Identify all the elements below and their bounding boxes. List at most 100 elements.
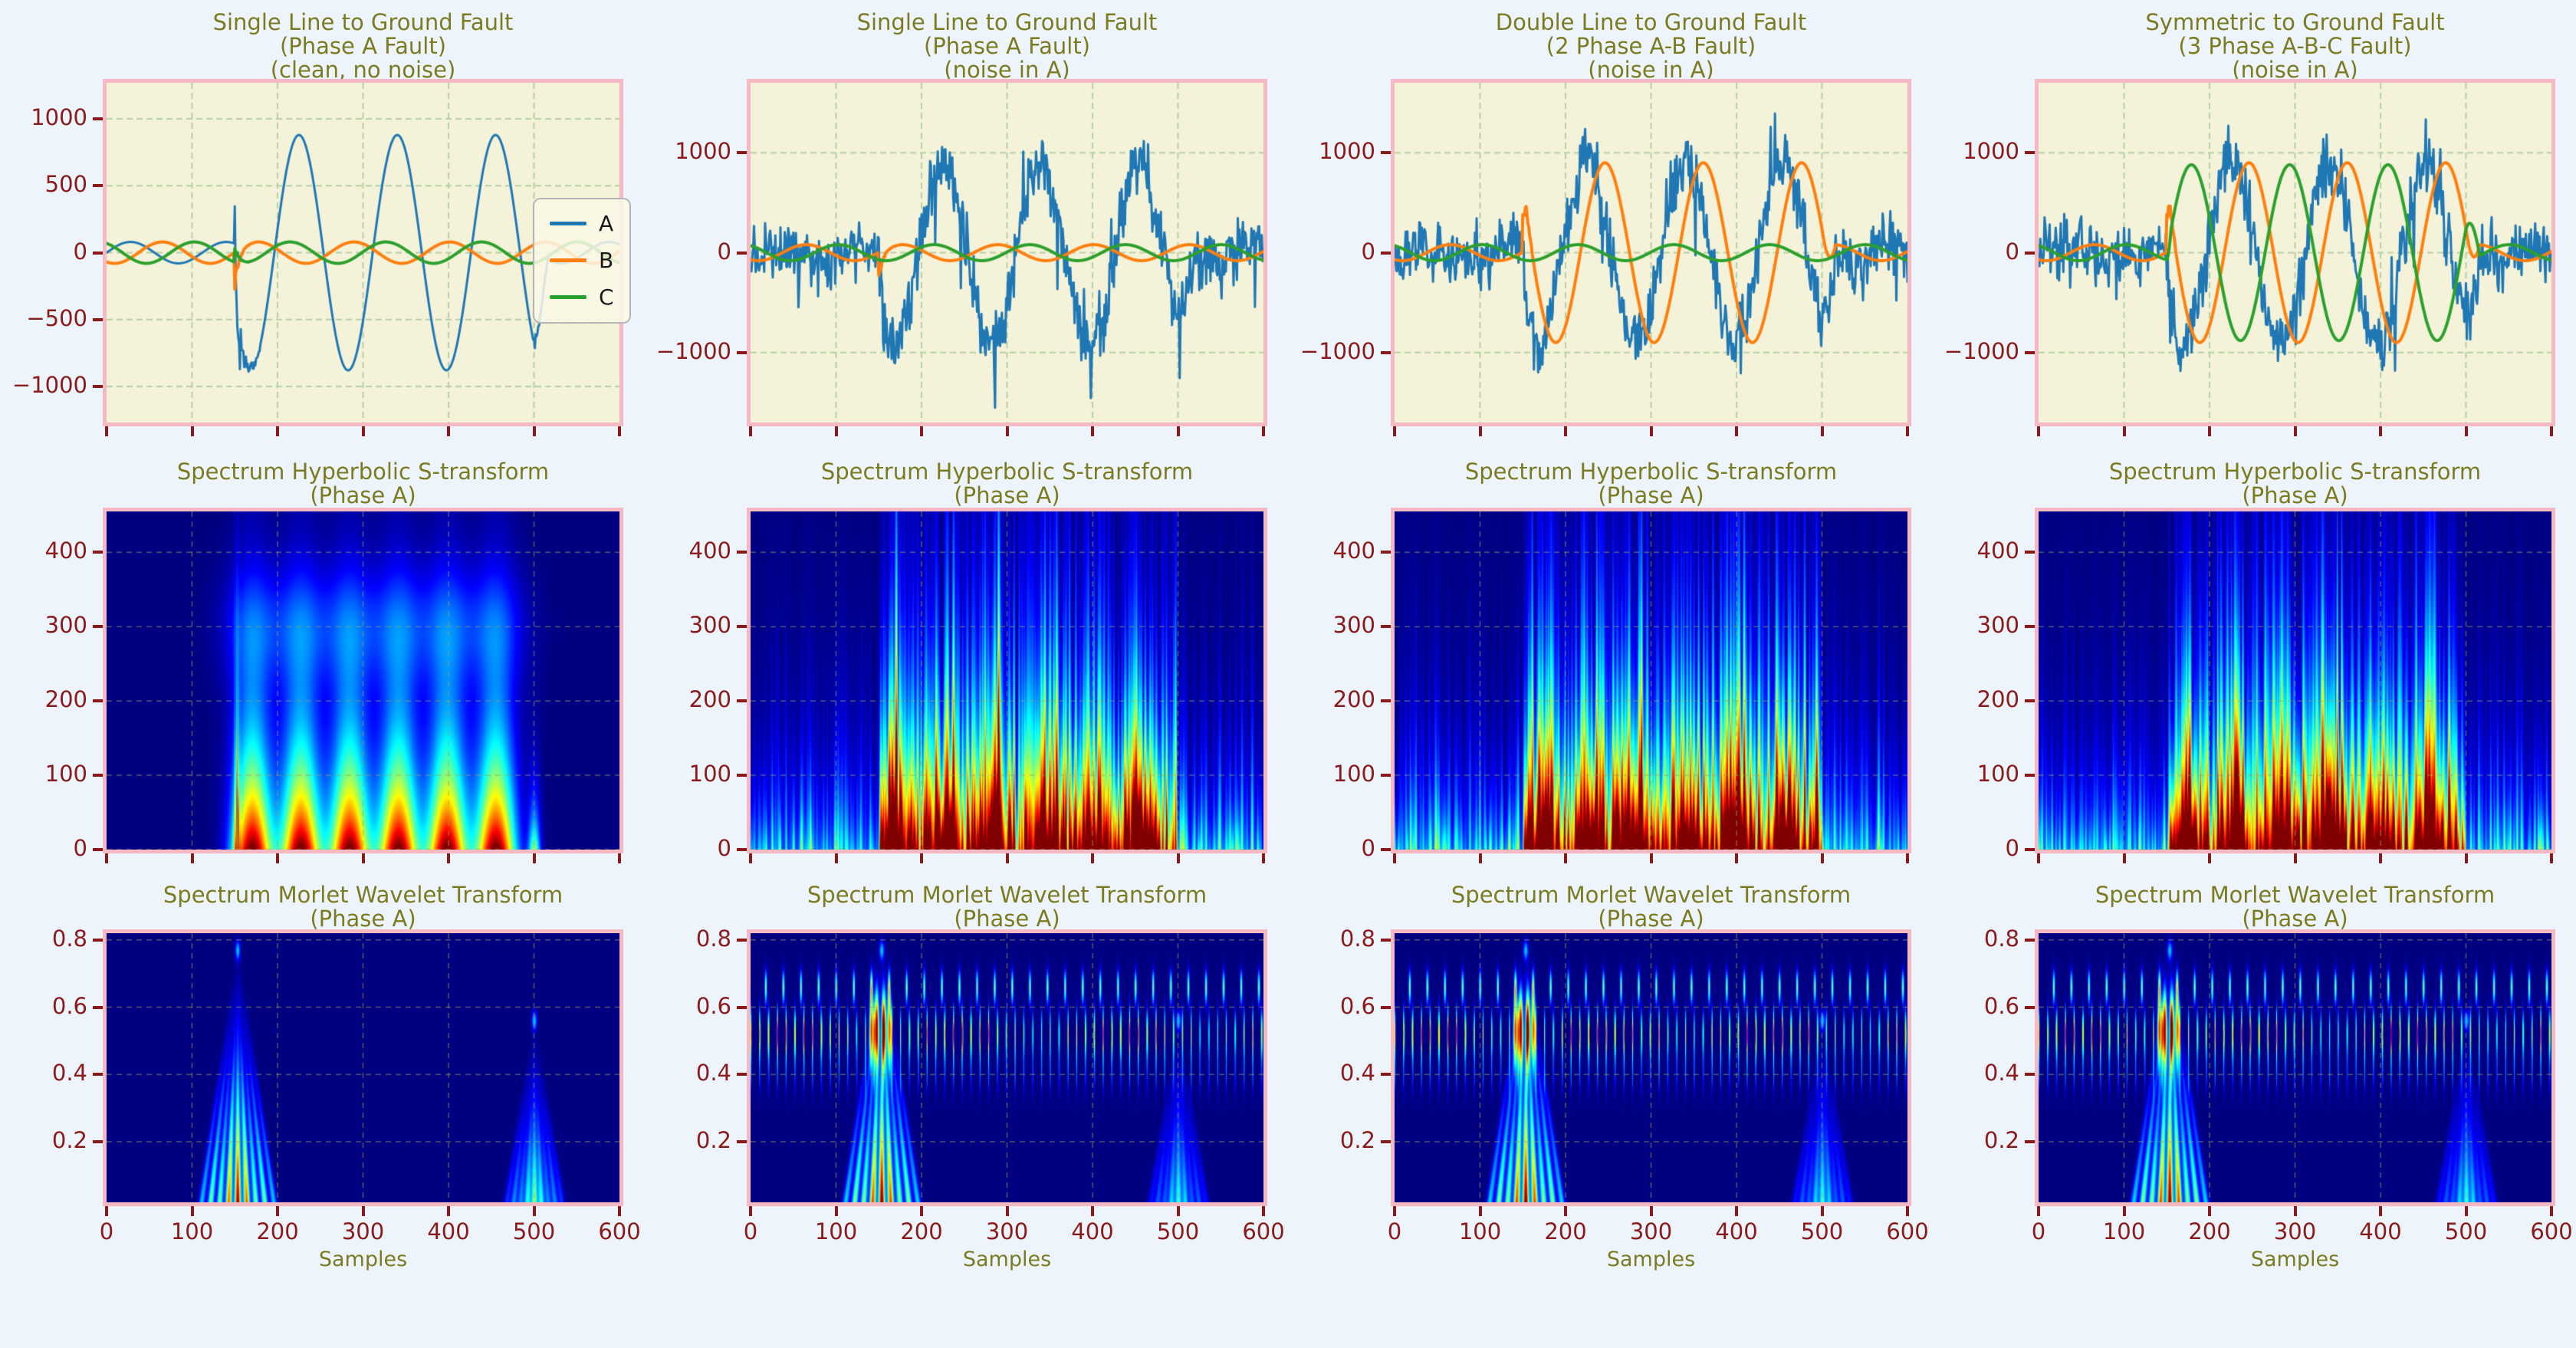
panel-row1-col1: Single Line to Ground Fault (Phase A Faul…	[0, 0, 644, 1348]
x-tick-mark	[1649, 853, 1653, 863]
y-tick-mark	[93, 117, 103, 121]
s-transform-canvas	[751, 511, 1263, 850]
x-tick-mark	[1005, 1206, 1009, 1216]
y-tick-mark	[1381, 551, 1391, 554]
y-tick-label: 400	[688, 538, 731, 564]
x-tick-mark	[920, 853, 923, 863]
x-tick-mark	[1393, 1206, 1396, 1216]
x-tick-label: 200	[2188, 1218, 2231, 1244]
y-tick-label: −1000	[12, 371, 87, 398]
y-tick-mark	[1381, 1073, 1391, 1077]
x-tick-mark	[2122, 853, 2126, 863]
panel-row3-col4: Spectrum Morlet Wavelet Transform (Phase …	[1932, 0, 2576, 1348]
y-tick-mark	[1381, 938, 1391, 942]
x-tick-mark	[834, 1206, 838, 1216]
plot-title-line: Spectrum Hyperbolic S-transform	[176, 459, 550, 485]
y-tick-label: 1000	[675, 138, 731, 165]
x-tick-mark	[2550, 426, 2553, 436]
x-tick-label: 400	[1071, 1218, 1114, 1244]
plot-title-line: (Phase A)	[310, 906, 416, 932]
plot-title-line: Spectrum Morlet Wavelet Transform	[2095, 882, 2496, 908]
x-tick-label: 100	[814, 1218, 858, 1244]
y-tick-label: 0.8	[1983, 925, 2019, 952]
y-tick-mark	[93, 384, 103, 388]
y-tick-mark	[93, 1140, 103, 1144]
x-tick-mark	[1820, 426, 1824, 436]
x-tick-label: 0	[743, 1218, 758, 1244]
y-tick-mark	[2025, 1140, 2035, 1144]
x-tick-mark	[532, 426, 536, 436]
x-tick-label: 600	[2530, 1218, 2573, 1244]
wavelet-canvas	[1395, 933, 1907, 1202]
x-tick-label: 200	[1544, 1218, 1587, 1244]
wavelet-canvas	[107, 933, 619, 1202]
y-tick-label: 0.8	[1339, 925, 1375, 952]
plot-title-line: (Phase A Fault)	[279, 33, 447, 59]
legend-label: B	[599, 247, 614, 273]
plot-title-line: (Phase A)	[954, 482, 1060, 508]
plot-title-line: (3 Phase A-B-C Fault)	[2178, 33, 2412, 59]
y-tick-label: 0.4	[695, 1060, 731, 1087]
panel-row1-col4: Symmetric to Ground Fault (3 Phase A-B-C …	[1932, 0, 2576, 1348]
x-tick-mark	[1005, 853, 1009, 863]
legend-label: C	[599, 284, 614, 310]
y-tick-label: 1000	[1319, 138, 1375, 165]
plot-title-line: Spectrum Morlet Wavelet Transform	[807, 882, 1208, 908]
x-tick-mark	[1735, 426, 1738, 436]
legend-entry: C	[550, 284, 614, 310]
x-tick-mark	[1262, 426, 1265, 436]
x-tick-label: 100	[170, 1218, 214, 1244]
y-tick-label: 1000	[31, 104, 87, 131]
x-tick-label: 300	[2273, 1218, 2317, 1244]
y-tick-mark	[737, 251, 747, 255]
x-tick-mark	[276, 853, 279, 863]
plot-title-line: Spectrum Hyperbolic S-transform	[1464, 459, 1838, 485]
y-tick-label: 0.8	[695, 925, 731, 952]
y-tick-mark	[2025, 625, 2035, 629]
x-tick-mark	[618, 1206, 621, 1216]
x-tick-label: 500	[2444, 1218, 2488, 1244]
x-tick-mark	[2379, 1206, 2382, 1216]
y-tick-mark	[2025, 1073, 2035, 1077]
x-tick-mark	[1005, 426, 1009, 436]
x-tick-mark	[361, 1206, 365, 1216]
wavelet-canvas	[2039, 933, 2551, 1202]
s-transform-canvas	[107, 511, 619, 850]
x-tick-mark	[105, 1206, 108, 1216]
x-tick-mark	[1735, 1206, 1738, 1216]
y-tick-label: 400	[44, 538, 87, 564]
plot-title-line: (Phase A)	[2242, 906, 2348, 932]
x-tick-mark	[532, 853, 536, 863]
y-tick-label: 0	[2005, 835, 2019, 861]
x-tick-label: 0	[99, 1218, 114, 1244]
x-tick-mark	[361, 426, 365, 436]
y-tick-label: 0	[1361, 835, 1375, 861]
plot-title-line: Spectrum Morlet Wavelet Transform	[163, 882, 564, 908]
x-tick-mark	[2293, 853, 2297, 863]
x-tick-mark	[1906, 1206, 1909, 1216]
plot-title-line: Double Line to Ground Fault	[1495, 9, 1807, 35]
x-tick-label: 100	[2102, 1218, 2146, 1244]
y-tick-label: 0.4	[1983, 1060, 2019, 1087]
x-tick-mark	[2464, 853, 2468, 863]
plot-title-line: (Phase A)	[1598, 906, 1704, 932]
x-tick-mark	[1091, 853, 1094, 863]
x-tick-label: 200	[256, 1218, 299, 1244]
y-tick-label: 200	[1976, 686, 2019, 713]
plot-title-line: Single Line to Ground Fault	[856, 9, 1158, 35]
y-tick-mark	[93, 625, 103, 629]
y-tick-mark	[2025, 699, 2035, 703]
x-tick-mark	[447, 426, 450, 436]
x-tick-mark	[1478, 1206, 1482, 1216]
plot-title-line: (Phase A)	[310, 482, 416, 508]
y-tick-label: 0	[2005, 238, 2019, 265]
y-tick-label: 0.6	[1339, 992, 1375, 1019]
y-tick-mark	[1381, 350, 1391, 354]
x-tick-mark	[1478, 426, 1482, 436]
waveform-canvas	[751, 83, 1263, 422]
x-tick-mark	[2208, 1206, 2211, 1216]
x-tick-label: 300	[341, 1218, 385, 1244]
plot-title-line: (Phase A)	[2242, 482, 2348, 508]
x-tick-mark	[618, 426, 621, 436]
x-tick-label: 500	[1800, 1218, 1844, 1244]
